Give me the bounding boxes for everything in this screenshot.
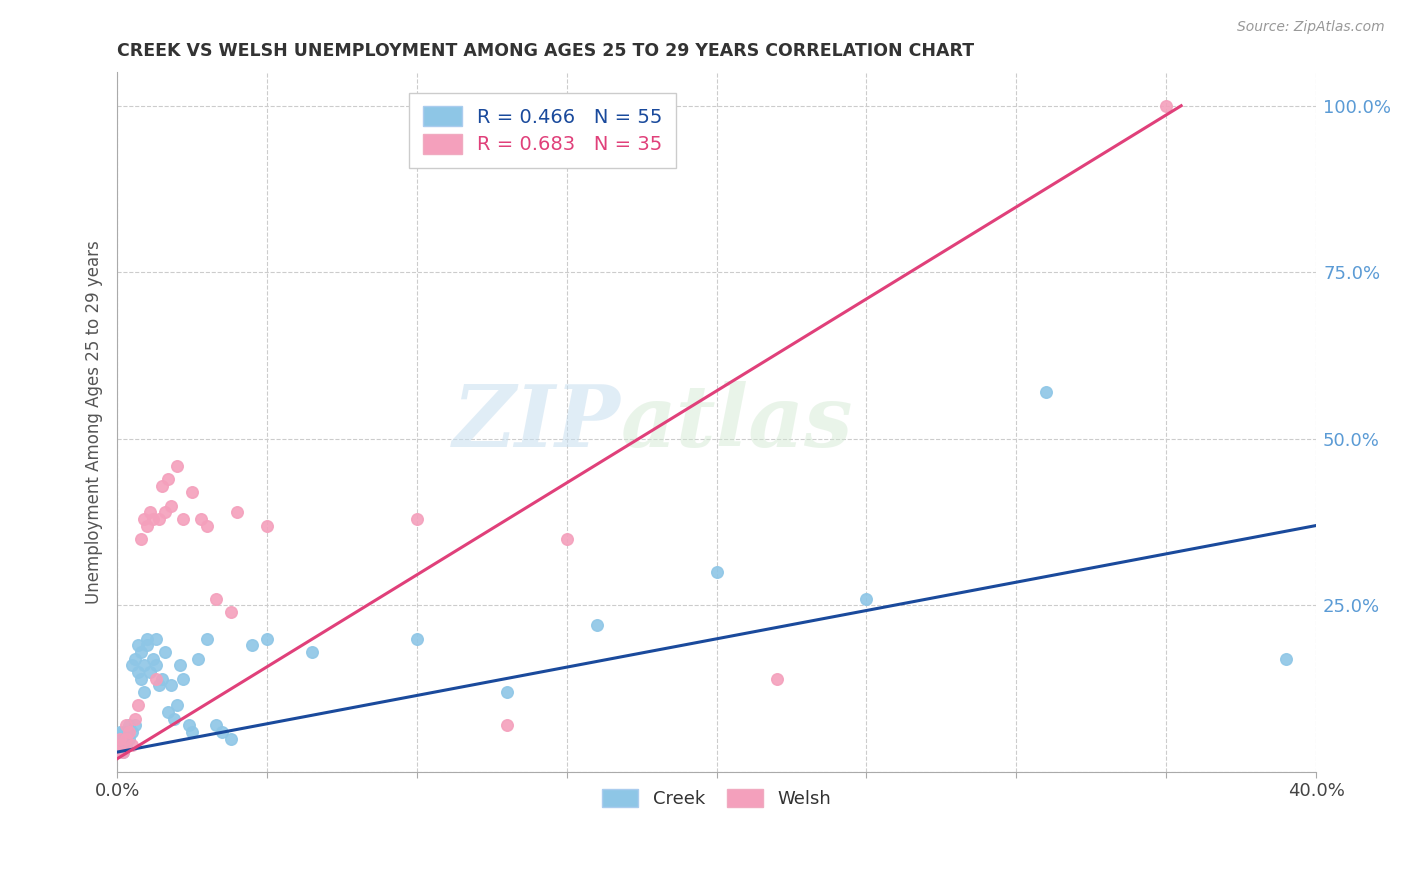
Point (121, 739, 143, 753)
Point (406, 632, 429, 646)
Point (1035, 385, 1057, 400)
Point (555, 532, 578, 546)
Point (121, 725, 143, 739)
Point (195, 518, 218, 533)
Text: Source: ZipAtlas.com: Source: ZipAtlas.com (1237, 20, 1385, 34)
Point (108, 739, 131, 753)
Point (495, 685, 517, 699)
Point (118, 725, 141, 739)
Point (142, 652, 165, 666)
Legend: Creek, Welsh: Creek, Welsh (595, 781, 838, 815)
Point (115, 731, 138, 746)
Point (256, 518, 278, 533)
Point (148, 512, 170, 526)
Point (124, 652, 146, 666)
Point (172, 512, 194, 526)
Point (124, 718, 146, 732)
Point (240, 639, 263, 653)
Point (160, 499, 183, 513)
Point (115, 725, 138, 739)
Point (112, 745, 135, 759)
Point (190, 512, 212, 526)
Point (181, 485, 204, 500)
Point (127, 698, 149, 713)
Point (118, 718, 141, 732)
Point (211, 725, 233, 739)
Point (157, 472, 180, 486)
Text: atlas: atlas (620, 381, 853, 464)
Point (226, 505, 249, 519)
Point (187, 652, 209, 666)
Point (160, 678, 183, 692)
Point (129, 645, 152, 659)
Point (136, 518, 159, 533)
Point (301, 645, 323, 659)
Point (115, 739, 138, 753)
Point (153, 645, 176, 659)
Point (115, 731, 138, 746)
Point (142, 512, 165, 526)
Point (205, 718, 228, 732)
Point (108, 725, 131, 739)
Text: ZIP: ZIP (453, 381, 620, 464)
Point (134, 658, 156, 673)
Point (139, 505, 162, 519)
Point (153, 505, 176, 519)
Point (134, 685, 156, 699)
Point (150, 672, 173, 686)
Point (127, 639, 149, 653)
Point (148, 678, 170, 692)
Point (172, 672, 194, 686)
Point (105, 745, 128, 759)
Y-axis label: Unemployment Among Ages 25 to 29 years: Unemployment Among Ages 25 to 29 years (86, 240, 103, 604)
Point (181, 725, 204, 739)
Point (134, 512, 156, 526)
Point (179, 718, 201, 732)
Point (166, 458, 188, 473)
Point (765, 672, 787, 686)
Point (112, 725, 135, 739)
Point (129, 672, 152, 686)
Point (1154, 99, 1177, 113)
Point (219, 731, 242, 746)
Point (855, 591, 877, 606)
Point (108, 731, 131, 746)
Point (706, 565, 728, 579)
Point (108, 739, 131, 753)
Point (112, 739, 135, 753)
Point (585, 618, 607, 632)
Text: CREEK VS WELSH UNEMPLOYMENT AMONG AGES 25 TO 29 YEARS CORRELATION CHART: CREEK VS WELSH UNEMPLOYMENT AMONG AGES 2… (117, 42, 974, 60)
Point (169, 658, 191, 673)
Point (219, 605, 242, 619)
Point (118, 731, 141, 746)
Point (205, 591, 228, 606)
Point (406, 512, 429, 526)
Point (127, 665, 149, 680)
Point (105, 745, 128, 759)
Point (150, 478, 173, 492)
Point (108, 731, 131, 746)
Point (112, 731, 135, 746)
Point (136, 639, 159, 653)
Point (145, 672, 167, 686)
Point (124, 712, 146, 726)
Point (121, 658, 143, 673)
Point (1275, 652, 1298, 666)
Point (129, 532, 152, 546)
Point (157, 705, 180, 719)
Point (145, 632, 167, 646)
Point (495, 718, 517, 732)
Point (139, 665, 162, 680)
Point (195, 632, 218, 646)
Point (112, 745, 135, 759)
Point (163, 712, 186, 726)
Point (145, 658, 167, 673)
Point (166, 698, 188, 713)
Point (115, 718, 138, 732)
Point (136, 632, 159, 646)
Point (256, 632, 278, 646)
